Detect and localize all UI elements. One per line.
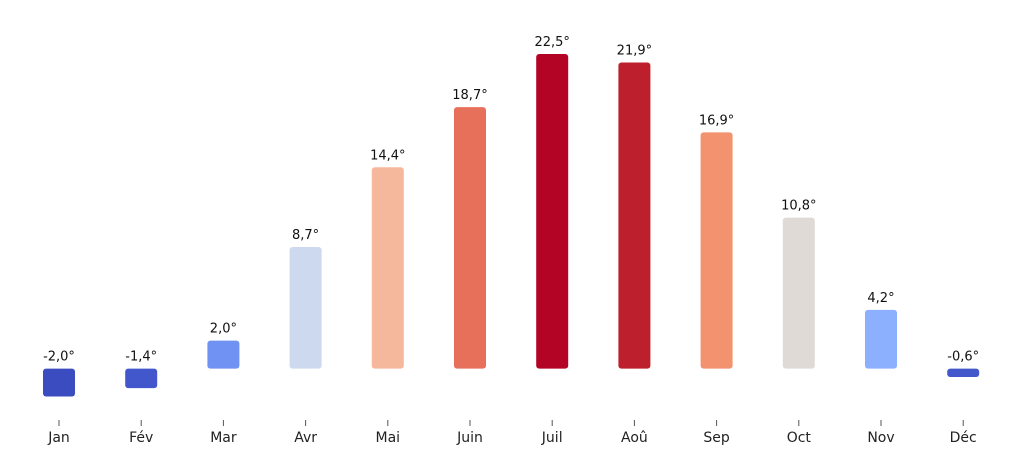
value-label-6: 18,7° [452,88,487,103]
x-tick-label-5: Mai [376,430,401,446]
value-label-3: 2,0° [210,322,237,337]
bar-6 [454,107,486,369]
bar-7 [536,54,569,369]
value-label-11: 4,2° [867,291,894,306]
x-tick-label-12: Déc [950,430,977,446]
x-tick-label-1: Jan [47,430,70,446]
bar-9 [700,132,733,369]
value-label-10: 10,8° [781,199,816,214]
value-label-8: 21,9° [617,43,652,58]
bar-10 [782,217,815,369]
bar-3 [207,340,240,369]
x-tick-label-8: Aoû [621,430,648,446]
value-label-2: -1,4° [125,350,157,365]
x-tick-label-7: Juil [541,430,563,446]
x-tick-label-3: Mar [210,430,237,446]
x-tick-label-6: Juin [456,430,483,446]
bar-12 [947,368,980,377]
bars-layer [43,54,980,397]
value-label-1: -2,0° [43,350,75,365]
x-tick-label-11: Nov [867,430,894,446]
bar-8 [618,62,651,369]
bar-11 [865,309,897,369]
x-tick-label-4: Avr [294,430,317,446]
x-tick-label-10: Oct [787,430,812,446]
bar-5 [371,167,404,369]
value-labels-layer: -2,0° -1,4° 2,0° 8,7° 14,4° 18,7° 22,5° 21,9° 16… [43,35,979,365]
x-axis: Jan Fév Mar Avr Mai Juin Juil Aoû Sep Oct Nov Déc [47,420,977,446]
x-tick-label-9: Sep [703,430,730,446]
value-label-7: 22,5° [534,35,569,50]
x-tick-label-2: Fév [129,430,153,446]
value-label-5: 14,4° [370,148,405,163]
value-label-4: 8,7° [292,228,319,243]
value-label-9: 16,9° [699,113,734,128]
bar-2 [125,368,158,389]
value-label-12: -0,6° [947,350,979,365]
bar-4 [289,246,322,369]
bar-1 [43,368,75,397]
